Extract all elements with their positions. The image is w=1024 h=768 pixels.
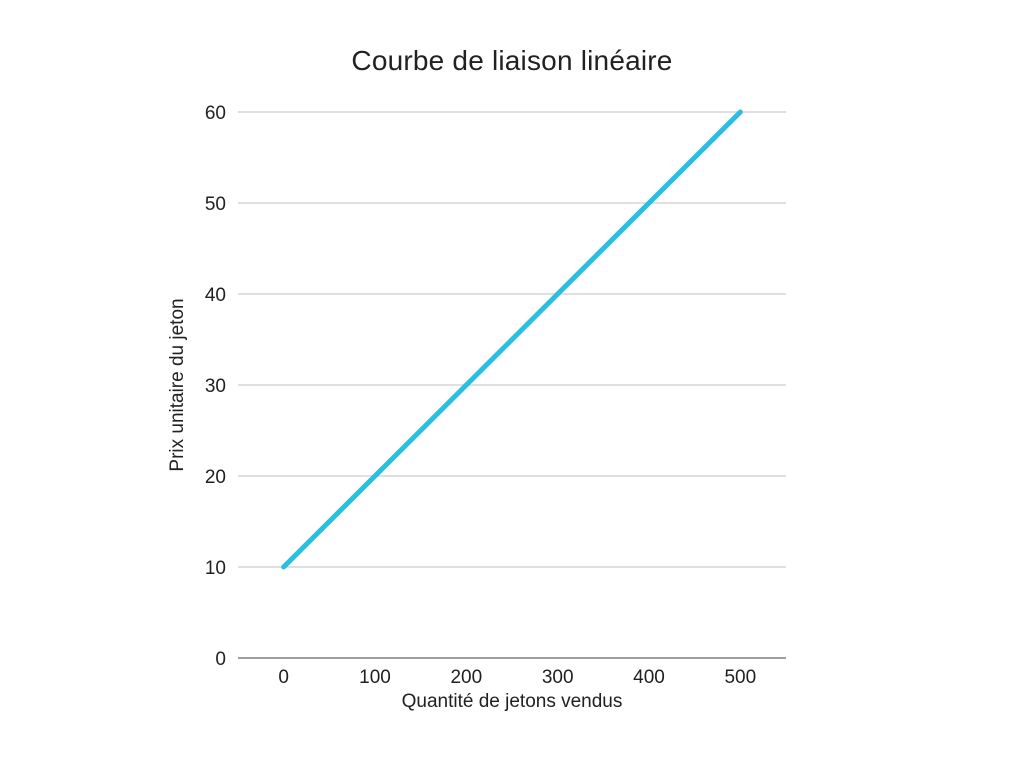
y-tick-label: 0: [215, 649, 226, 670]
y-tick-label: 50: [205, 194, 226, 215]
x-axis-title: Quantité de jetons vendus: [401, 691, 623, 712]
y-tick-label: 20: [205, 467, 226, 488]
x-tick-label: 200: [450, 667, 482, 688]
y-tick-label: 30: [205, 376, 226, 397]
x-tick-label: 500: [724, 667, 756, 688]
y-tick-label: 60: [205, 103, 226, 124]
x-tick-label: 400: [633, 667, 665, 688]
x-tick-label: 300: [542, 667, 574, 688]
x-tick-label: 100: [359, 667, 391, 688]
y-tick-label: 10: [205, 558, 226, 579]
series-line: [281, 109, 743, 570]
chart-title: Courbe de liaison linéaire: [351, 45, 673, 76]
y-tick-label: 40: [205, 285, 226, 306]
x-tick-label: 0: [278, 667, 289, 688]
